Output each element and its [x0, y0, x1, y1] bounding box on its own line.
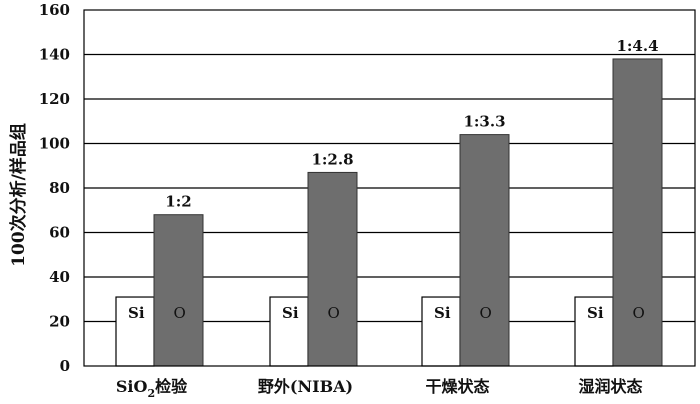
category-label-main: 湿润状态: [577, 377, 642, 396]
category-label-main: 野外(NIBA): [258, 377, 353, 396]
y-axis-ticks: 0 20 40 60 80 100 120 140 160: [39, 1, 70, 375]
ratio-label: 1:2.8: [311, 150, 353, 168]
category-label: SiO2检验: [116, 377, 188, 400]
category-label-rest: 检验: [155, 377, 188, 396]
bar-o: [307, 171, 358, 367]
y-tick-label: 40: [49, 268, 70, 286]
bar-o: [153, 214, 204, 367]
ratio-label: 1:4.4: [616, 37, 658, 55]
bar-o-label: O: [633, 304, 645, 322]
category-label-sub: 2: [147, 387, 155, 400]
bar-si: [421, 296, 461, 367]
y-tick-label: 160: [39, 1, 70, 19]
category-label-main: 干燥状态: [425, 377, 489, 396]
category-label: 湿润状态: [577, 377, 642, 396]
bar-o: [459, 134, 510, 367]
bar-si-label: Si: [282, 304, 299, 322]
y-tick-label: 120: [39, 90, 70, 108]
y-tick-label: 20: [49, 313, 70, 331]
category-label-main: SiO: [116, 377, 148, 396]
bar-o: [612, 58, 663, 367]
y-tick-label: 80: [49, 179, 70, 197]
bar-o-label: O: [480, 304, 492, 322]
bar-o-label: O: [174, 304, 186, 322]
bar-si-label: Si: [128, 304, 145, 322]
bar-si-label: Si: [587, 304, 604, 322]
y-tick-label: 140: [39, 46, 70, 64]
ratio-label: 1:2: [165, 193, 191, 211]
y-tick-label: 0: [60, 357, 70, 375]
category-label: 野外(NIBA): [258, 377, 353, 396]
bar-si: [269, 296, 309, 367]
bar-o-label: O: [328, 304, 340, 322]
bars: Si O 1:2 Si O 1:2.8 Si O 1:3.3 Si O 1:4.4: [115, 37, 663, 367]
y-axis-label: 100次分析/样品组: [8, 123, 29, 267]
bar-si: [574, 296, 614, 367]
category-labels: SiO2检验 野外(NIBA) 干燥状态 湿润状态: [116, 377, 643, 400]
bar-si-label: Si: [434, 304, 451, 322]
ratio-label: 1:3.3: [463, 113, 505, 131]
y-tick-label: 60: [49, 224, 70, 242]
plot-frame: [83, 9, 696, 367]
category-label: 干燥状态: [425, 377, 489, 396]
y-tick-label: 100: [39, 135, 70, 153]
